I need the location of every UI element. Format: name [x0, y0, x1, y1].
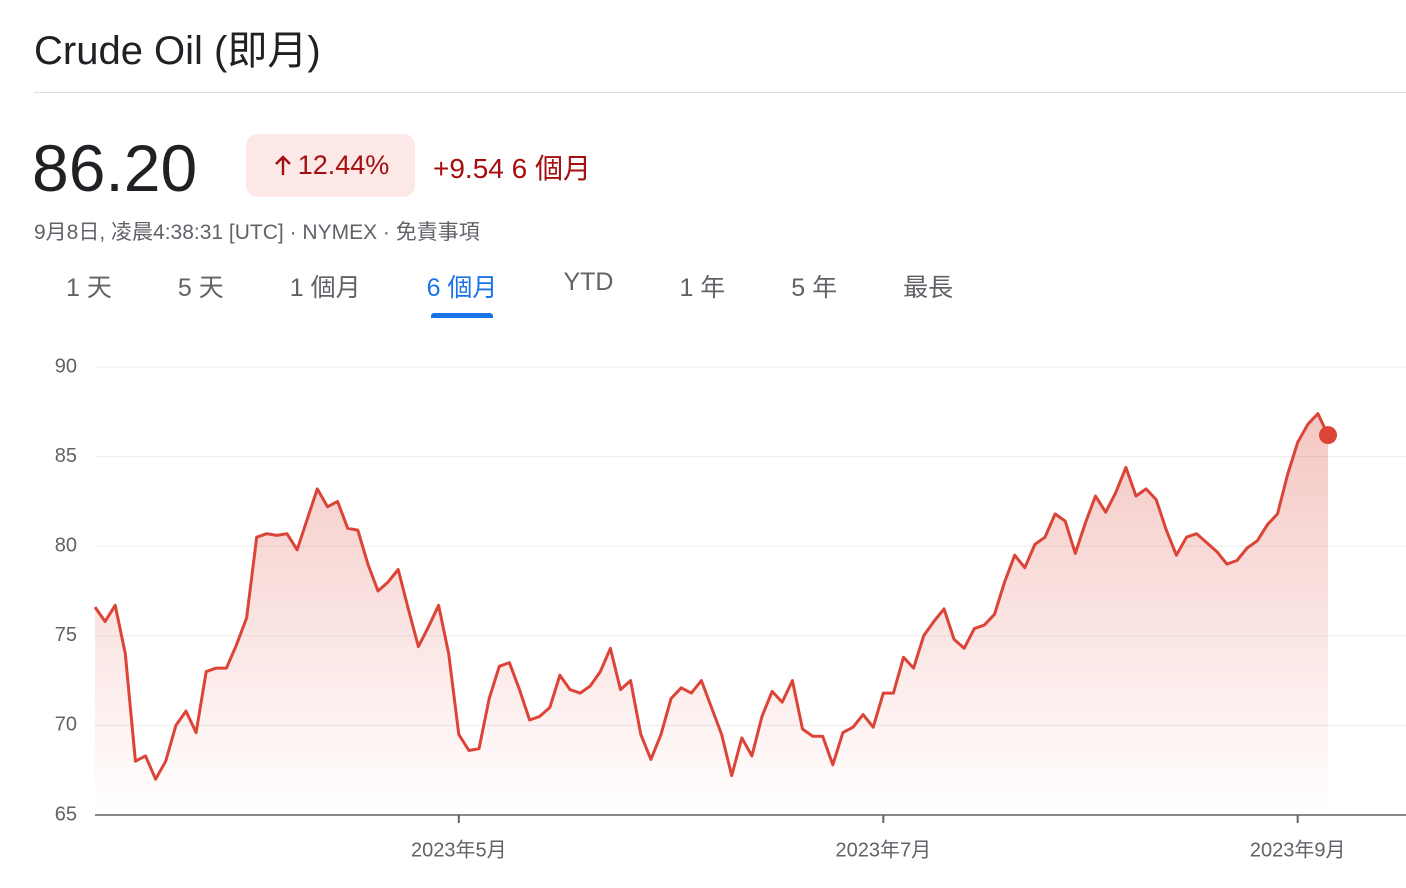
y-tick-label: 80	[55, 534, 77, 556]
x-tick-label: 2023年7月	[835, 838, 931, 861]
range-tab[interactable]: 1 個月	[289, 274, 361, 302]
change-value: +9.54	[433, 153, 504, 184]
title: Crude Oil (即月)	[34, 29, 321, 73]
change-period: 6 個月	[511, 153, 591, 184]
range-tab[interactable]: 1 天	[66, 274, 112, 302]
range-tab[interactable]: 1 年	[679, 274, 726, 302]
change-badge: 12.44%	[246, 134, 415, 197]
disclaimer-link[interactable]: 免責事項	[395, 221, 480, 244]
x-tick-label: 2023年5月	[411, 838, 507, 861]
range-tabs: 1 天 5 天 1 個月 6 個月 YTD 1 年 5 年 最長	[66, 268, 953, 318]
range-tab[interactable]: 5 年	[791, 274, 838, 302]
y-tick-label: 90	[55, 355, 77, 377]
divider	[34, 92, 1406, 93]
y-tick-label: 85	[55, 445, 77, 467]
meta: 9月8日, 凌晨4:38:31 [UTC] · NYMEX · 免責事項	[34, 216, 480, 246]
range-tab[interactable]: 6 個月	[427, 268, 497, 318]
price-line	[93, 412, 1330, 781]
range-tab[interactable]: 最長	[903, 274, 954, 302]
y-tick-label: 65	[55, 803, 77, 825]
arrow-up-icon	[274, 154, 291, 175]
x-tick-label: 2023年9月	[1250, 838, 1346, 861]
range-tab[interactable]: YTD	[563, 268, 614, 296]
price: 86.20	[32, 131, 198, 205]
y-tick-label: 75	[55, 624, 77, 646]
y-tick-label: 70	[55, 714, 77, 736]
last-point	[1319, 426, 1337, 445]
change: +9.54 6 個月	[433, 147, 591, 187]
change-percent: 12.44%	[297, 150, 390, 180]
range-tab[interactable]: 5 天	[177, 274, 224, 302]
timestamp: 9月8日, 凌晨4:38:31 [UTC] · NYMEX ·	[34, 221, 396, 244]
area	[95, 413, 1328, 815]
